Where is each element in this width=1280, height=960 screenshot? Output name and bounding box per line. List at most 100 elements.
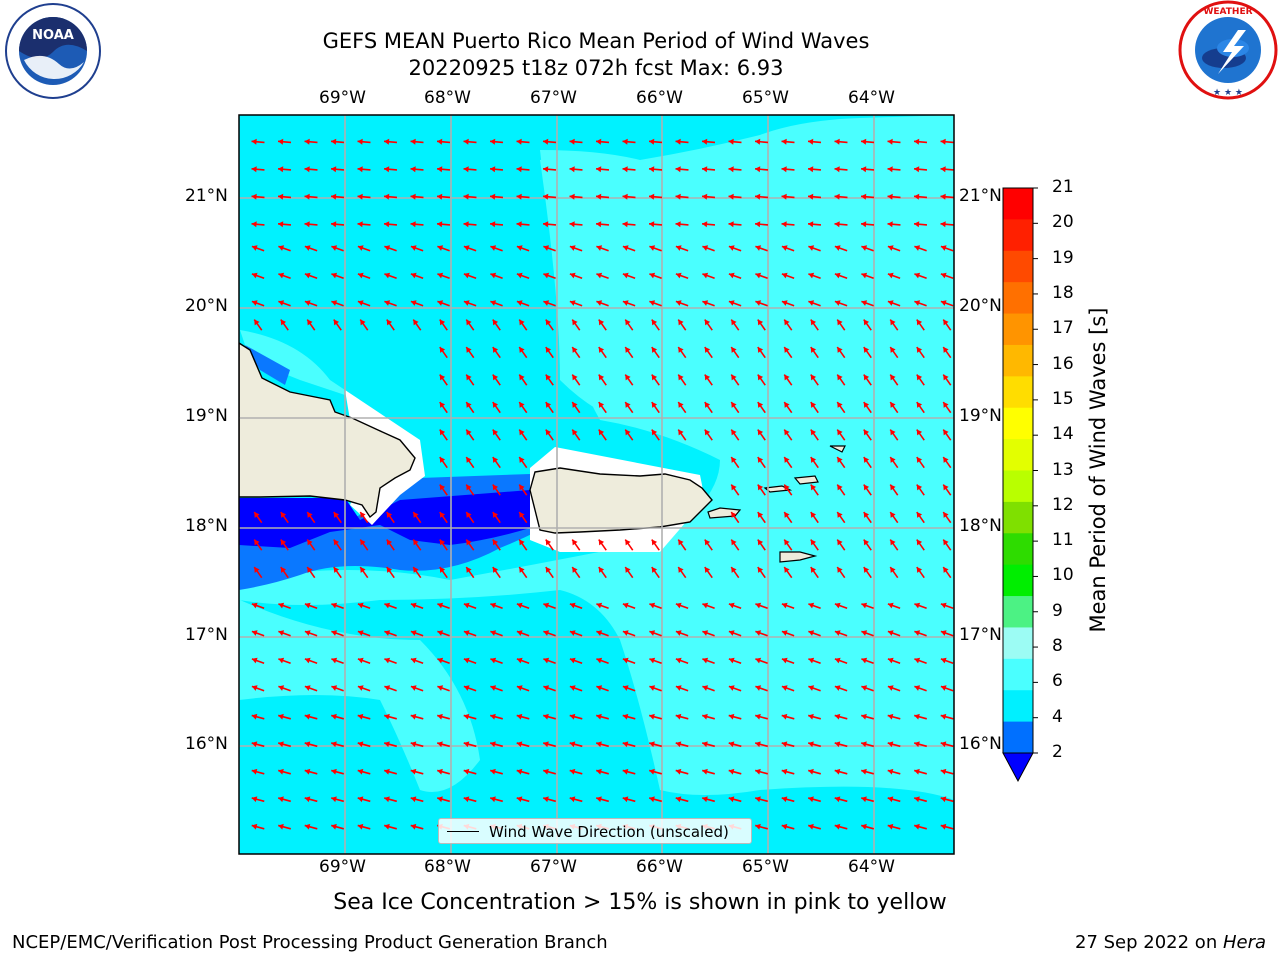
wind-wave-arrowhead	[596, 768, 602, 775]
wind-wave-arrowhead	[622, 166, 628, 173]
wind-wave-arrowhead	[357, 272, 364, 279]
wind-wave-arrowhead	[837, 402, 843, 408]
wind-wave-arrowhead	[704, 319, 711, 326]
wind-wave-arrowhead	[466, 374, 472, 381]
wind-wave-arrowhead	[678, 374, 684, 381]
wind-wave-arrowhead	[519, 539, 525, 546]
wind-wave-arrowhead	[596, 796, 602, 803]
wind-wave-arrowhead	[622, 741, 629, 748]
wind-wave-arrowhead	[808, 713, 814, 720]
wind-wave-arrowhead	[278, 630, 285, 636]
wind-wave-arrowhead	[887, 193, 893, 200]
wind-wave-arrowhead	[916, 539, 923, 546]
wind-wave-arrowhead	[808, 138, 814, 145]
wind-wave-arrowhead	[649, 166, 655, 173]
wind-wave-arrowhead	[861, 193, 867, 200]
wind-wave-arrowhead	[731, 402, 737, 408]
wind-wave-arrowhead	[251, 166, 257, 173]
wind-wave-arrowhead	[625, 374, 631, 381]
wind-wave-arrowhead	[651, 374, 658, 381]
wind-wave-arrowhead	[251, 272, 258, 279]
colorbar-tick-label: 11	[1052, 530, 1074, 551]
wind-wave-arrowhead	[914, 796, 920, 803]
wind-wave-arrowhead	[490, 630, 497, 636]
wind-wave-arrowhead	[702, 796, 708, 803]
wind-wave-arrowhead	[861, 823, 867, 830]
wind-wave-arrowhead	[731, 539, 737, 546]
wind-wave-arrowhead	[757, 539, 764, 546]
wind-wave-arrowhead	[386, 567, 393, 573]
lon-label-top: 69°W	[319, 88, 366, 108]
wind-wave-arrowhead	[492, 539, 499, 546]
wind-wave-arrowhead	[413, 319, 419, 326]
wind-wave-arrowhead	[702, 685, 709, 691]
lon-label-top: 64°W	[848, 88, 895, 108]
wind-wave-arrowhead	[622, 193, 628, 200]
wind-wave-arrowhead	[437, 245, 444, 251]
wind-wave-arrowhead	[466, 429, 472, 436]
wind-wave-arrowhead	[755, 823, 761, 830]
wind-wave-arrowhead	[863, 347, 870, 353]
colorbar-tick-label: 15	[1052, 388, 1074, 409]
lat-label-right: 19°N	[959, 406, 1002, 426]
wind-wave-arrowhead	[569, 741, 576, 748]
wind-wave-arrowhead	[596, 138, 602, 145]
wind-wave-arrowhead	[598, 539, 605, 546]
map-border	[238, 114, 955, 855]
lat-label-left: 18°N	[185, 516, 228, 536]
wind-wave-arrowhead	[466, 402, 472, 408]
wind-wave-arrowhead	[649, 796, 655, 803]
map-legend: Wind Wave Direction (unscaled)	[438, 818, 752, 844]
wind-wave-arrowhead	[755, 685, 762, 691]
wind-wave-arrowhead	[410, 602, 417, 609]
wind-wave-arrowhead	[543, 796, 549, 803]
wind-wave-arrowhead	[651, 567, 658, 573]
wind-wave-arrowhead	[543, 300, 550, 306]
wind-wave-arrowhead	[784, 319, 790, 326]
wind-wave-arrowhead	[251, 741, 258, 748]
wind-wave-arrowhead	[492, 512, 499, 518]
wind-wave-arrowhead	[728, 768, 735, 775]
wind-wave-arrowhead	[649, 741, 655, 748]
wind-wave-arrowhead	[649, 657, 656, 664]
wind-wave-arrowhead	[331, 166, 337, 173]
wind-wave-arrowhead	[413, 539, 419, 546]
wind-wave-arrowhead	[519, 484, 525, 491]
wind-wave-arrowhead	[466, 539, 472, 546]
wind-wave-arrowhead	[439, 457, 446, 463]
wind-wave-arrowhead	[890, 512, 896, 518]
lon-label-bottom: 65°W	[742, 857, 789, 877]
wind-wave-arrowhead	[649, 272, 656, 279]
wind-wave-arrowhead	[437, 602, 444, 609]
wind-wave-arrowhead	[834, 823, 841, 830]
wind-wave-arrowhead	[437, 768, 443, 775]
wind-wave-arrowhead	[251, 685, 258, 691]
wind-wave-arrowhead	[331, 138, 337, 145]
wind-wave-arrowhead	[781, 300, 788, 306]
svg-text:WEATHER: WEATHER	[1203, 7, 1252, 17]
wind-wave-arrowhead	[940, 300, 947, 306]
wind-wave-arrowhead	[386, 319, 393, 326]
wind-wave-arrowhead	[463, 193, 469, 200]
wind-wave-arrowhead	[596, 630, 603, 636]
wind-wave-arrowhead	[887, 685, 894, 691]
wind-wave-arrowhead	[890, 539, 896, 546]
wind-wave-arrowhead	[808, 300, 815, 306]
wind-wave-arrowhead	[834, 657, 841, 664]
wind-wave-arrowhead	[280, 539, 287, 546]
wind-wave-arrowhead	[519, 347, 525, 353]
wind-wave-arrowhead	[410, 193, 416, 200]
wind-wave-arrowhead	[304, 768, 311, 775]
wind-wave-arrowhead	[810, 374, 817, 381]
wind-wave-arrowhead	[463, 741, 470, 748]
wind-wave-arrowhead	[466, 457, 472, 463]
wind-wave-arrowhead	[675, 741, 682, 748]
wind-wave-arrowhead	[572, 319, 578, 326]
wind-wave-arrowhead	[784, 402, 790, 408]
wind-wave-arrowhead	[808, 741, 814, 748]
wind-wave-arrowhead	[837, 429, 843, 436]
wind-wave-arrowhead	[596, 713, 602, 720]
wind-wave-arrowhead	[357, 741, 364, 748]
wind-wave-arrowhead	[251, 138, 257, 145]
wind-wave-arrowhead	[543, 685, 550, 691]
